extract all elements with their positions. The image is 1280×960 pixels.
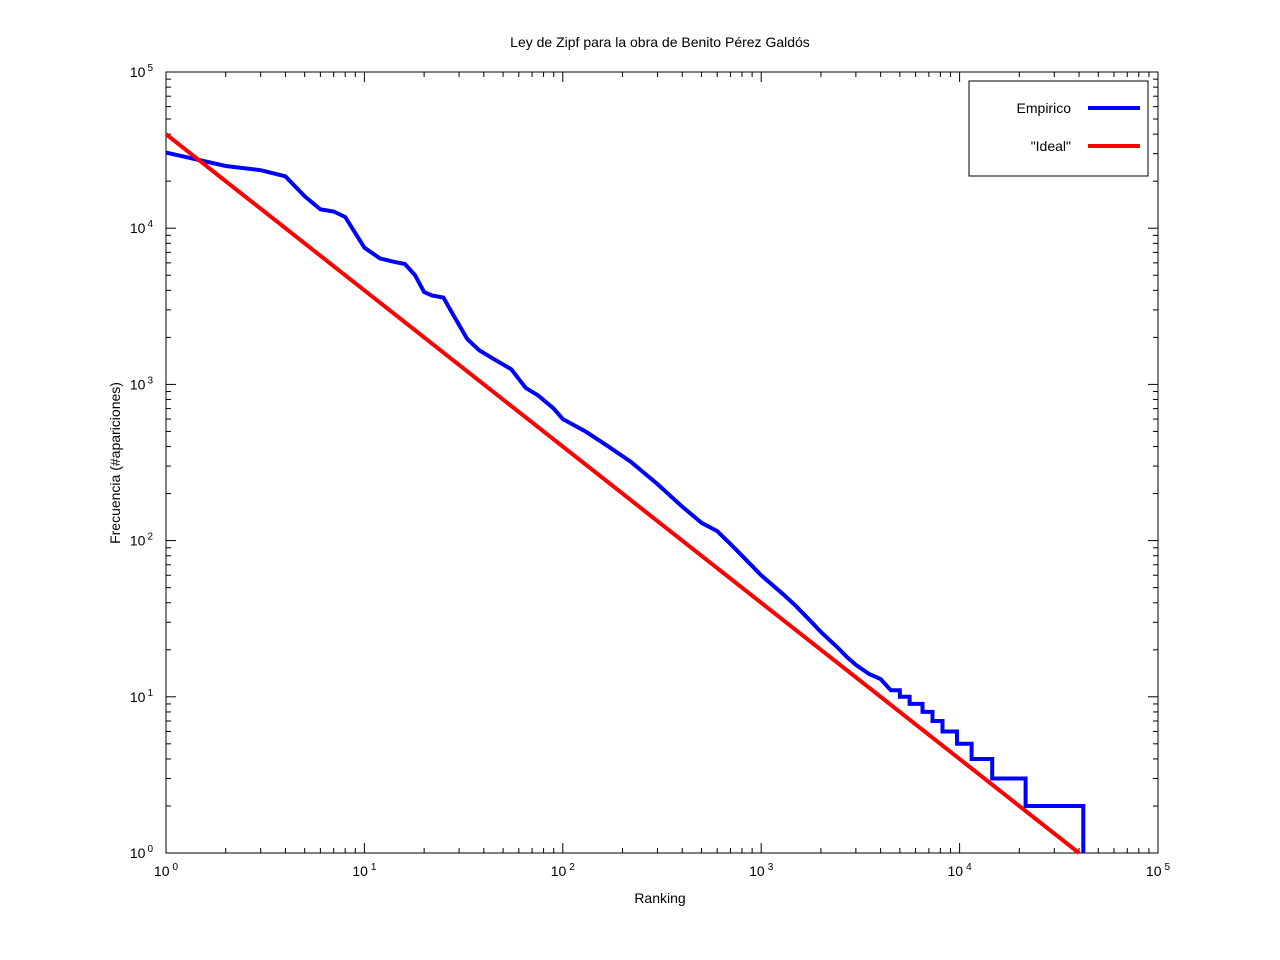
legend-label: Empirico — [1017, 100, 1072, 116]
x-tick-label: 10 4 — [948, 862, 973, 879]
x-tick-label: 10 2 — [551, 862, 576, 879]
plot-area-frame — [165, 71, 1159, 854]
y-tick-label: 10 2 — [130, 532, 154, 549]
series-line-empirico — [165, 150, 1086, 853]
x-tick-label: 10 5 — [1146, 862, 1171, 879]
series-layer — [164, 132, 1086, 855]
y-axis-label: Frecuencia (#apariciones) — [107, 382, 123, 544]
y-tick-label: 10 3 — [130, 375, 154, 392]
axis-ticks — [165, 71, 1159, 854]
legend-box — [968, 80, 1149, 177]
series-line-ideal — [164, 132, 1081, 855]
chart-title: Ley de Zipf para la obra de Benito Pérez… — [510, 34, 810, 50]
y-tick-label: 10 5 — [130, 63, 154, 80]
x-axis-label: Ranking — [634, 890, 685, 906]
tick-labels: 10 0 10 1 10 2 10 3 10 4 10 5 10 0 10 1 10 2 10 3 10 4 10 5 — [130, 63, 1171, 879]
y-tick-label: 10 0 — [130, 844, 154, 861]
y-tick-label: 10 4 — [130, 219, 154, 236]
x-tick-label: 10 0 — [154, 862, 179, 879]
x-tick-label: 10 1 — [352, 862, 377, 879]
y-tick-label: 10 1 — [130, 688, 154, 705]
legend-label: "Ideal" — [1031, 138, 1071, 154]
legend: Empirico "Ideal" — [968, 80, 1149, 177]
x-tick-label: 10 3 — [749, 862, 774, 879]
